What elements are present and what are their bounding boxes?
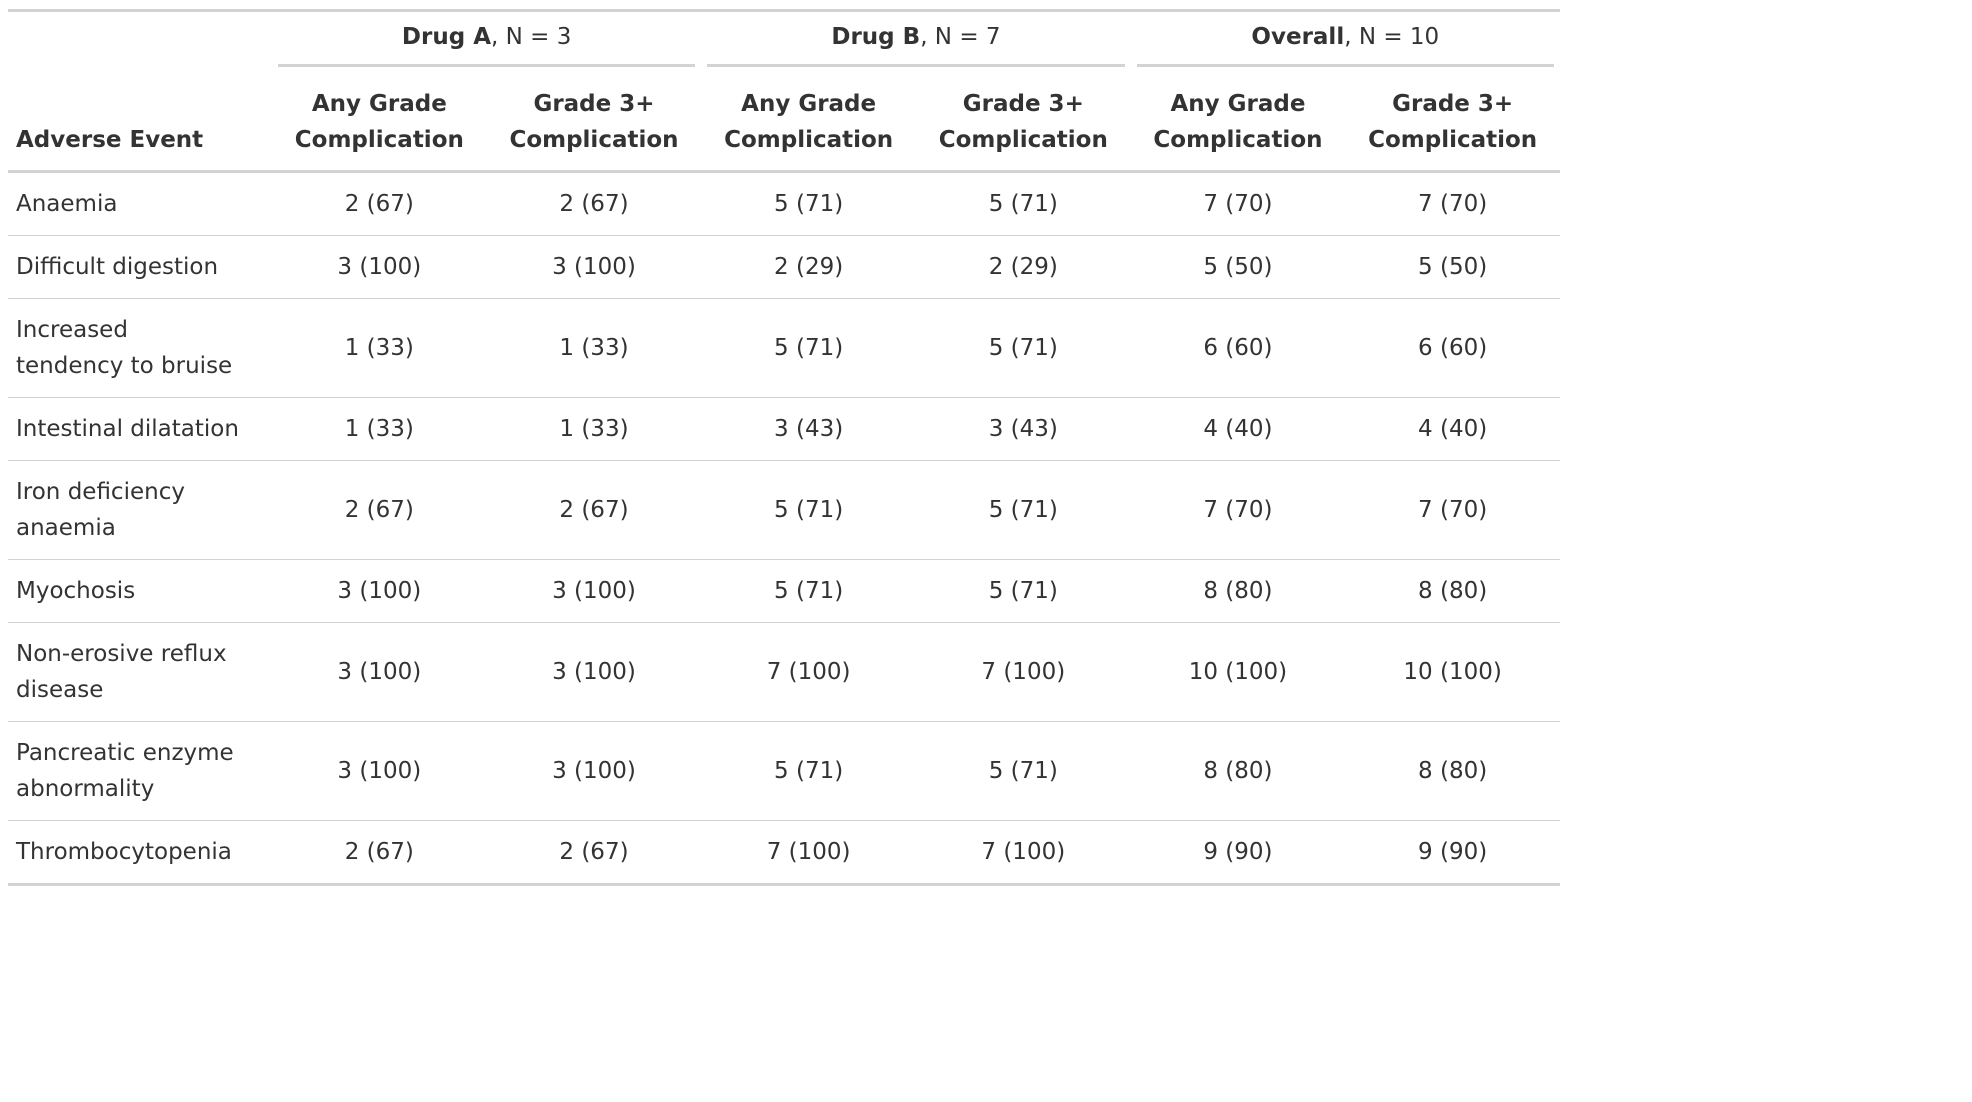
cell: 3 (100): [272, 721, 487, 821]
cell: 2 (29): [915, 235, 1131, 299]
cell: 7 (70): [1130, 460, 1346, 560]
spanner-label: Drug B, N = 7: [707, 14, 1125, 67]
cell: 10 (100): [1345, 622, 1560, 722]
table-row: Non-erosive reflux disease 3 (100) 3 (100)…: [8, 622, 1560, 722]
cell: 7 (70): [1345, 460, 1560, 560]
row-label: Increased tendency to bruise: [8, 298, 272, 398]
row-label: Anaemia: [8, 171, 272, 236]
cell: 8 (80): [1130, 721, 1346, 821]
cell: 2 (29): [701, 235, 916, 299]
cell: 1 (33): [486, 298, 702, 398]
column-header: Any Grade Complication: [701, 68, 916, 173]
cell: 5 (71): [915, 721, 1131, 821]
spanner-n: , N = 10: [1344, 23, 1440, 50]
ae-table: Drug A, N = 3 Drug B, N = 7 Overall, N = 1…: [8, 9, 1560, 886]
row-label: Iron deficiency anaemia: [8, 460, 272, 560]
spanner-n: , N = 3: [491, 23, 572, 50]
table-row: Anaemia 2 (67) 2 (67) 5 (71) 5 (71) 7 (70) 7 (…: [8, 171, 1560, 236]
cell: 7 (100): [701, 622, 916, 722]
spanner-n: , N = 7: [920, 23, 1001, 50]
cell: 3 (100): [272, 622, 487, 722]
cell: 1 (33): [272, 298, 487, 398]
spanner: Drug B, N = 7: [701, 11, 1130, 69]
cell: 3 (100): [272, 559, 487, 623]
cell: 7 (100): [915, 622, 1131, 722]
spanner-name: Overall: [1251, 23, 1345, 50]
cell: 3 (43): [701, 397, 916, 461]
row-label: Myochosis: [8, 559, 272, 623]
cell: 7 (100): [915, 820, 1131, 885]
cell: 9 (90): [1130, 820, 1346, 885]
table-row: Thrombocytopenia 2 (67) 2 (67) 7 (100) 7 (10…: [8, 820, 1560, 885]
column-row: Adverse Event Any Grade Complication Grad…: [8, 68, 1560, 173]
cell: 6 (60): [1130, 298, 1346, 398]
cell: 2 (67): [272, 460, 487, 560]
table-row: Iron deficiency anaemia 2 (67) 2 (67) 5 (71…: [8, 460, 1560, 560]
cell: 2 (67): [486, 171, 702, 236]
spanner-label: Overall, N = 10: [1136, 14, 1554, 67]
cell: 5 (71): [701, 721, 916, 821]
cell: 3 (100): [486, 622, 702, 722]
cell: 5 (71): [915, 559, 1131, 623]
cell: 1 (33): [486, 397, 702, 461]
cell: 8 (80): [1345, 559, 1560, 623]
spanner: Drug A, N = 3: [272, 11, 701, 69]
cell: 2 (67): [272, 171, 487, 236]
column-header: Any Grade Complication: [272, 68, 487, 173]
cell: 5 (71): [915, 460, 1131, 560]
cell: 5 (71): [701, 559, 916, 623]
table-row: Difficult digestion 3 (100) 3 (100) 2 (29) 2…: [8, 235, 1560, 299]
column-header: Any Grade Complication: [1130, 68, 1346, 173]
row-label: Pancreatic enzyme abnormality: [8, 721, 272, 821]
stub-header: Adverse Event: [8, 68, 272, 173]
cell: 5 (71): [915, 298, 1131, 398]
cell: 8 (80): [1345, 721, 1560, 821]
table-row: Pancreatic enzyme abnormality 3 (100) 3 (1…: [8, 721, 1560, 821]
cell: 3 (43): [915, 397, 1131, 461]
spanner-label: Drug A, N = 3: [278, 14, 696, 67]
spanner-name: Drug A: [401, 23, 492, 50]
column-header: Grade 3+ Complication: [486, 68, 702, 173]
column-header: Grade 3+ Complication: [1345, 68, 1560, 173]
cell: 4 (40): [1345, 397, 1560, 461]
row-label: Intestinal dilatation: [8, 397, 272, 461]
cell: 8 (80): [1130, 559, 1346, 623]
column-header: Grade 3+ Complication: [915, 68, 1131, 173]
cell: 7 (70): [1130, 171, 1346, 236]
spanner: Overall, N = 10: [1131, 11, 1560, 69]
cell: 9 (90): [1345, 820, 1560, 885]
blank: [8, 11, 272, 69]
table-head: Drug A, N = 3 Drug B, N = 7 Overall, N = 1…: [8, 11, 1560, 173]
cell: 2 (67): [486, 460, 702, 560]
cell: 5 (71): [915, 171, 1131, 236]
cell: 5 (50): [1345, 235, 1560, 299]
table-row: Myochosis 3 (100) 3 (100) 5 (71) 5 (71) 8 (80…: [8, 559, 1560, 623]
table-row: Increased tendency to bruise 1 (33) 1 (33)…: [8, 298, 1560, 398]
cell: 3 (100): [272, 235, 487, 299]
cell: 10 (100): [1130, 622, 1346, 722]
cell: 3 (100): [486, 559, 702, 623]
cell: 3 (100): [486, 235, 702, 299]
table-row: Intestinal dilatation 1 (33) 1 (33) 3 (43) 3…: [8, 397, 1560, 461]
cell: 5 (71): [701, 460, 916, 560]
cell: 2 (67): [486, 820, 702, 885]
row-label: Thrombocytopenia: [8, 820, 272, 885]
spanner-row: Drug A, N = 3 Drug B, N = 7 Overall, N = 1…: [8, 11, 1560, 69]
cell: 4 (40): [1130, 397, 1346, 461]
cell: 5 (71): [701, 171, 916, 236]
row-label: Difficult digestion: [8, 235, 272, 299]
spanner-name: Drug B: [831, 23, 921, 50]
table-body: Anaemia 2 (67) 2 (67) 5 (71) 5 (71) 7 (70) 7 (…: [8, 171, 1560, 885]
cell: 5 (71): [701, 298, 916, 398]
cell: 5 (50): [1130, 235, 1346, 299]
cell: 3 (100): [486, 721, 702, 821]
cell: 7 (70): [1345, 171, 1560, 236]
cell: 2 (67): [272, 820, 487, 885]
cell: 6 (60): [1345, 298, 1560, 398]
row-label: Non-erosive reflux disease: [8, 622, 272, 722]
cell: 1 (33): [272, 397, 487, 461]
cell: 7 (100): [701, 820, 916, 885]
